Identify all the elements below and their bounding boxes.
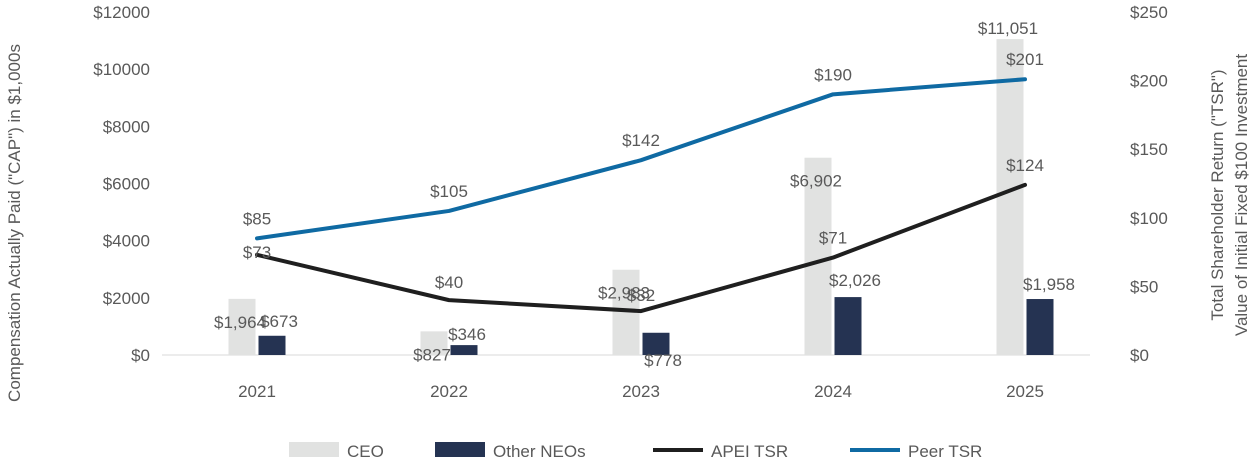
right-tick-label: $200	[1130, 72, 1168, 91]
legend-label: APEI TSR	[711, 442, 788, 461]
legend-label: Other NEOs	[493, 442, 586, 461]
peer-tsr-value-label: $190	[814, 65, 852, 84]
other-neos-bar	[258, 335, 286, 355]
apei-tsr-value-label: $73	[243, 243, 271, 262]
legend: CEO Other NEOs APEI TSR Peer TSR	[289, 442, 982, 461]
peer-tsr-value-label: $105	[430, 182, 468, 201]
left-tick-label: $2000	[103, 289, 150, 308]
ceo-value-label: $11,051	[978, 19, 1038, 38]
left-tick-label: $0	[131, 346, 150, 365]
other-neos-bar	[450, 345, 478, 355]
bar-series	[228, 39, 1054, 356]
peer-tsr-value-label: $201	[1006, 50, 1044, 69]
other-neos-value-label: $1,958	[1023, 275, 1075, 294]
peer-tsr-value-label: $85	[243, 209, 271, 228]
legend-peer-tsr: Peer TSR	[850, 442, 982, 461]
x-category-label: 2023	[622, 382, 660, 401]
legend-label: Peer TSR	[908, 442, 982, 461]
other-neos-bar	[642, 332, 670, 355]
ceo-value-label: $6,902	[790, 172, 842, 191]
legend-swatch	[435, 442, 485, 457]
right-tick-label: $0	[1130, 346, 1149, 365]
x-category-label: 2025	[1006, 382, 1044, 401]
peer-tsr-line	[255, 77, 1027, 241]
left-tick-label: $10000	[93, 60, 150, 79]
x-category-label: 2024	[814, 382, 852, 401]
left-tick-label: $4000	[103, 232, 150, 251]
left-tick-label: $8000	[103, 117, 150, 136]
apei-tsr-value-label: $32	[627, 286, 655, 305]
x-category-label: 2021	[238, 382, 276, 401]
legend-label: CEO	[347, 442, 384, 461]
right-tick-label: $150	[1130, 140, 1168, 159]
ceo-value-label: $1,964	[214, 313, 266, 332]
other-neos-value-label: $346	[448, 325, 486, 344]
other-neos-value-label: $2,026	[829, 271, 881, 290]
legend-other-neos: Other NEOs	[435, 442, 586, 461]
ceo-bar	[420, 331, 448, 355]
right-tick-label: $100	[1130, 209, 1168, 228]
right-axis-title-line2: Value of Initial Fixed $100 Investment	[1232, 54, 1251, 337]
left-tick-label: $12000	[93, 3, 150, 22]
peer-tsr-value-label: $142	[622, 131, 660, 150]
apei-tsr-line	[255, 182, 1027, 314]
ceo-value-label: $2,983	[598, 284, 650, 303]
right-tick-label: $250	[1130, 3, 1168, 22]
right-axis-ticks: $0 $50 $100 $150 $200 $250	[1130, 3, 1168, 365]
x-category-label: 2022	[430, 382, 468, 401]
data-labels: $1,964 $827 $2,983 $6,902 $11,051 $673 $346 $77…	[214, 19, 1075, 370]
right-axis-title-line1: Total Shareholder Return ("TSR")	[1208, 69, 1227, 320]
apei-tsr-value-label: $71	[819, 229, 847, 248]
apei-tsr-value-label: $40	[435, 273, 463, 292]
legend-swatch	[289, 442, 339, 457]
legend-ceo: CEO	[289, 442, 384, 461]
ceo-bar	[996, 39, 1024, 356]
apei-tsr-value-label: $124	[1006, 156, 1044, 175]
left-axis-title: Compensation Actually Paid ("CAP") in $1…	[5, 44, 24, 402]
other-neos-bar	[834, 297, 862, 355]
x-axis-categories: 2021 2022 2023 2024 2025	[238, 382, 1044, 401]
legend-apei-tsr: APEI TSR	[653, 442, 788, 461]
ceo-value-label: $827	[413, 345, 451, 364]
line-series	[255, 77, 1027, 314]
left-axis-ticks: $0 $2000 $4000 $6000 $8000 $10000 $12000	[93, 3, 150, 365]
other-neos-value-label: $673	[260, 312, 298, 331]
other-neos-bar	[1026, 299, 1054, 355]
ceo-bar	[804, 157, 832, 355]
left-tick-label: $6000	[103, 175, 150, 194]
other-neos-value-label: $778	[644, 351, 682, 370]
right-tick-label: $50	[1130, 277, 1158, 296]
ceo-bar	[228, 298, 256, 355]
